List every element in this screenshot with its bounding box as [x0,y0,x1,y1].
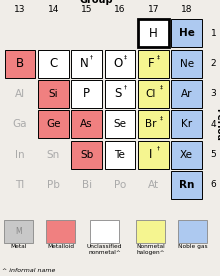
Text: Metalloid: Metalloid [47,245,74,250]
Text: Sn: Sn [47,150,60,160]
Bar [71,50,102,78]
Text: 13: 13 [14,5,26,14]
Bar [105,50,135,78]
Text: Tl: Tl [15,180,25,190]
Bar [171,80,202,108]
Text: Se: Se [114,119,126,129]
Text: N: N [80,57,89,70]
Text: I: I [149,148,153,161]
Text: Kr: Kr [181,119,192,129]
Bar [71,110,102,138]
Text: In: In [15,150,25,160]
Text: S: S [114,87,121,100]
Text: Xe: Xe [180,150,193,160]
Text: 17: 17 [148,5,159,14]
Text: Te: Te [115,150,125,160]
Text: 18: 18 [181,5,192,14]
Text: †: † [157,145,160,150]
Bar [171,110,202,138]
Text: Metal: Metal [11,245,27,250]
Bar [171,19,202,47]
Text: Br: Br [145,119,157,129]
Text: Ga: Ga [13,119,27,129]
Text: Period: Period [214,108,220,141]
Text: †: † [90,54,93,60]
Text: Bi: Bi [82,180,92,190]
Bar [138,110,169,138]
Text: †: † [123,85,126,90]
Text: Cl: Cl [146,89,156,99]
Bar [71,80,102,108]
Text: M: M [15,227,22,236]
Text: Ne: Ne [180,59,194,69]
Text: Group: Group [80,0,114,4]
Text: 16: 16 [114,5,126,14]
Bar [71,141,102,169]
Text: Rn: Rn [179,180,194,190]
Bar [138,80,169,108]
Bar [171,141,202,169]
Text: 1: 1 [211,29,216,38]
Text: C: C [49,57,57,70]
Text: As: As [80,119,93,129]
Bar [105,141,135,169]
Text: Unclassified
nonmetal^: Unclassified nonmetal^ [87,245,122,255]
Text: P: P [83,87,90,100]
Bar [171,50,202,78]
Text: 2: 2 [211,59,216,68]
Text: Noble gas: Noble gas [178,245,207,250]
Bar [105,110,135,138]
Text: 15: 15 [81,5,92,14]
Text: ‡: ‡ [123,54,126,60]
Text: Al: Al [15,89,25,99]
Bar [136,219,165,243]
Text: ‡: ‡ [157,54,160,60]
Text: Po: Po [114,180,126,190]
Text: 3: 3 [211,89,216,99]
Bar [46,219,75,243]
Text: ‡: ‡ [160,85,163,90]
Text: Ge: Ge [46,119,60,129]
Bar [178,219,207,243]
Bar [90,219,119,243]
Bar [105,80,135,108]
Text: F: F [148,57,154,70]
Bar [138,141,169,169]
Text: He: He [179,28,195,38]
Text: H: H [149,27,158,40]
Bar [38,50,69,78]
Text: B: B [16,57,24,70]
Bar [138,50,169,78]
Bar [38,80,69,108]
Text: 4: 4 [211,120,216,129]
Text: At: At [148,180,159,190]
Bar [138,19,169,47]
Text: O: O [113,57,122,70]
Bar [171,171,202,199]
Text: Ar: Ar [181,89,192,99]
Text: ^ informal name: ^ informal name [2,268,56,273]
Text: Sb: Sb [80,150,93,160]
Text: Si: Si [49,89,58,99]
Text: 5: 5 [211,150,216,159]
Bar [38,110,69,138]
Text: ‡: ‡ [160,115,163,120]
Text: Nonmetal
halogen^: Nonmetal halogen^ [136,245,165,255]
Text: Pb: Pb [47,180,60,190]
Bar [5,50,35,78]
Bar [4,219,33,243]
Text: 6: 6 [211,181,216,189]
Text: 14: 14 [48,5,59,14]
